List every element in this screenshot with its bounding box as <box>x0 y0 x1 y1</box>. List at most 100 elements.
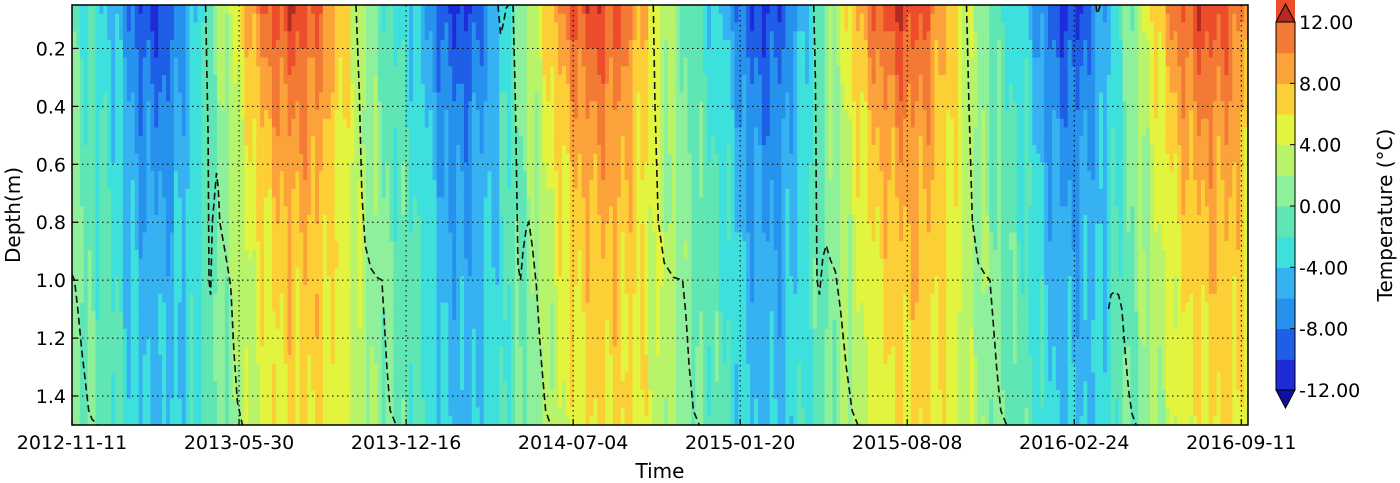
heat-cell <box>150 162 155 172</box>
heat-cell <box>475 407 481 417</box>
heat-cell <box>232 145 238 155</box>
heat-cell <box>405 180 410 190</box>
heat-cell <box>162 5 167 15</box>
heat-cell <box>401 232 406 242</box>
heat-cell <box>95 180 101 190</box>
heat-cell <box>154 267 159 277</box>
heat-cell <box>393 31 398 41</box>
heat-cell <box>185 258 191 269</box>
heat-cell <box>91 92 97 102</box>
heat-cell <box>107 328 112 339</box>
heat-cell <box>126 127 132 137</box>
heat-cell <box>444 180 449 190</box>
heat-cell <box>173 285 179 295</box>
heat-cell <box>467 5 473 15</box>
heat-cell <box>420 346 426 356</box>
heat-cell <box>201 92 206 102</box>
heat-cell <box>350 267 355 277</box>
heat-cell <box>428 31 434 41</box>
heat-cell <box>471 101 477 111</box>
heat-cell <box>420 127 426 137</box>
heat-cell <box>311 145 316 155</box>
heat-cell <box>373 416 379 425</box>
heat-cell <box>291 13 297 24</box>
heat-cell <box>91 145 97 155</box>
heat-cell <box>283 241 289 251</box>
heat-cell <box>185 188 191 199</box>
heat-cell <box>260 57 265 67</box>
heat-cell <box>95 250 101 260</box>
heat-cell <box>456 346 461 356</box>
heat-cell <box>126 390 132 400</box>
heat-cell <box>475 267 481 277</box>
heat-cell <box>189 328 195 339</box>
heat-cell <box>471 223 477 234</box>
heat-cell <box>366 162 371 172</box>
heat-cell <box>424 145 430 155</box>
heat-cell <box>397 101 402 111</box>
heat-cell <box>72 215 77 225</box>
heat-cell <box>409 110 414 120</box>
heat-cell <box>291 293 297 304</box>
heat-cell <box>315 293 320 304</box>
heat-cell <box>197 13 202 24</box>
heat-cell <box>448 398 453 409</box>
heat-cell <box>428 13 434 24</box>
heat-cell <box>205 355 210 365</box>
heat-cell <box>334 276 340 286</box>
heat-cell <box>244 346 249 356</box>
heat-cell <box>283 136 289 146</box>
heat-cell <box>405 162 410 172</box>
heat-cell <box>385 145 391 155</box>
heat-cell <box>162 320 167 330</box>
heat-cell <box>91 57 97 67</box>
heat-cell <box>448 215 453 225</box>
heat-cell <box>170 127 175 137</box>
heat-cell <box>248 407 253 417</box>
heat-cell <box>119 302 124 312</box>
heat-cell <box>87 171 93 181</box>
heat-cell <box>475 355 481 365</box>
heat-cell <box>79 92 85 102</box>
heat-cell <box>362 66 367 76</box>
heat-cell <box>295 223 300 234</box>
heat-cell <box>275 250 281 260</box>
heat-cell <box>275 57 281 67</box>
heat-cell <box>201 145 206 155</box>
heat-cell <box>185 153 191 164</box>
heat-cell <box>162 13 167 24</box>
heat-cell <box>456 372 461 382</box>
heat-cell <box>338 153 344 164</box>
heat-cell <box>220 398 226 409</box>
heat-cell <box>91 250 97 260</box>
heat-cell <box>217 407 222 417</box>
heat-cell <box>166 188 171 199</box>
heat-cell <box>75 110 81 120</box>
heat-cell <box>99 276 104 286</box>
heat-cell <box>83 390 89 400</box>
heat-cell <box>377 162 383 172</box>
heat-cell <box>119 22 124 32</box>
heat-cell <box>456 66 461 76</box>
heat-cell <box>279 363 285 374</box>
heat-cell <box>232 101 238 111</box>
heat-cell <box>389 320 395 330</box>
heat-cell <box>107 372 112 382</box>
heat-cell <box>217 346 222 356</box>
heat-cell <box>279 5 285 15</box>
heat-cell <box>146 416 151 425</box>
heat-cell <box>185 293 191 304</box>
heat-cell <box>401 267 406 277</box>
heat-cell <box>228 311 234 321</box>
heat-cell <box>166 302 171 312</box>
heat-cell <box>268 293 273 304</box>
heat-cell <box>467 40 473 50</box>
heat-cell <box>424 407 430 417</box>
heat-cell <box>444 206 449 216</box>
heat-cell <box>189 320 195 330</box>
heat-cell <box>134 48 140 59</box>
heat-cell <box>240 118 246 129</box>
heat-cell <box>452 302 457 312</box>
heat-cell <box>432 223 438 234</box>
heat-cell <box>448 66 453 76</box>
